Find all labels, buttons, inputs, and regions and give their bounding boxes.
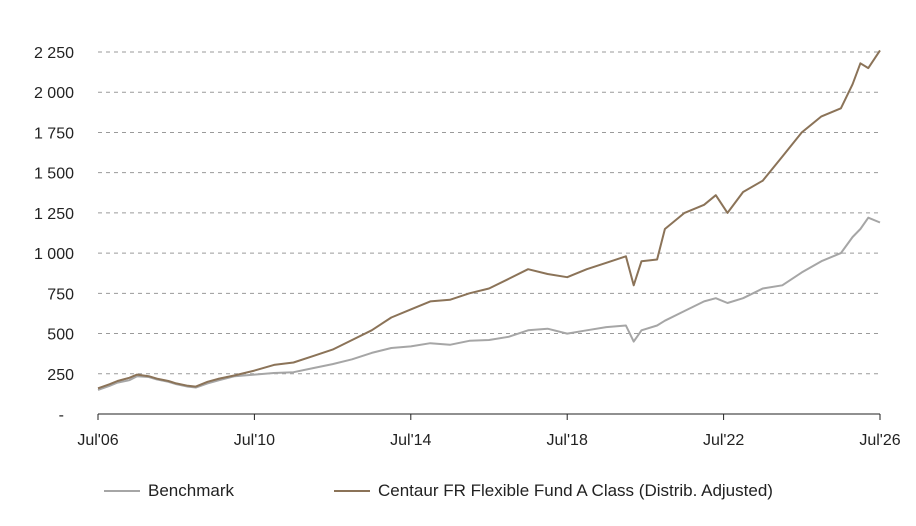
x-tick-label: Jul'14 [390, 432, 431, 449]
legend-swatch-centaur-fund [334, 490, 370, 492]
legend-item-benchmark: Benchmark [104, 476, 234, 506]
y-tick-label: 1 000 [34, 246, 74, 263]
legend-label-centaur-fund: Centaur FR Flexible Fund A Class (Distri… [378, 481, 773, 500]
y-tick-label: - [59, 407, 64, 424]
legend-swatch-benchmark [104, 490, 140, 492]
x-tick-label: Jul'26 [859, 432, 900, 449]
x-tick-label: Jul'06 [77, 432, 118, 449]
x-tick-label: Jul'18 [547, 432, 588, 449]
y-tick-label: 2 250 [34, 45, 74, 62]
y-tick-label: 500 [47, 327, 74, 344]
y-tick-label: 750 [47, 286, 74, 303]
series-line-centaur-fund [97, 49, 881, 390]
y-tick-label: 1 750 [34, 125, 74, 142]
x-tick-label: Jul'22 [703, 432, 744, 449]
legend: Benchmark Centaur FR Flexible Fund A Cla… [0, 476, 916, 506]
legend-item-centaur-fund: Centaur FR Flexible Fund A Class (Distri… [334, 476, 773, 506]
legend-label-benchmark: Benchmark [148, 481, 234, 500]
y-tick-label: 250 [47, 367, 74, 384]
y-tick-label: 1 500 [34, 166, 74, 183]
y-tick-label: 2 000 [34, 85, 74, 102]
series-line-benchmark [97, 216, 881, 391]
line-chart: - 250 500 750 1 000 1 250 1 500 1 750 2 000 2 250… [34, 45, 901, 449]
y-tick-label: 1 250 [34, 206, 74, 223]
x-tick-label: Jul'10 [234, 432, 275, 449]
